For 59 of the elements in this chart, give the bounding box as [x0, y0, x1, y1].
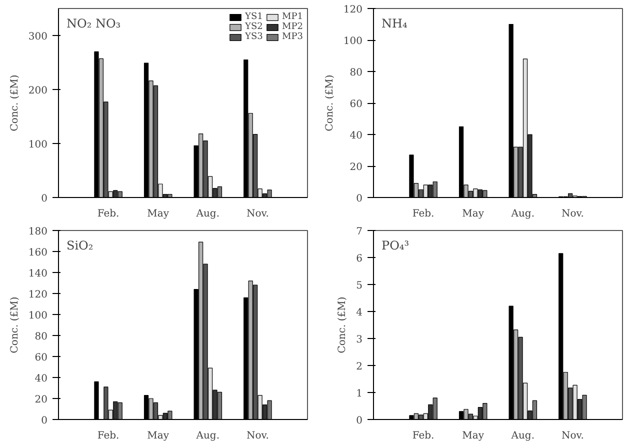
legend-label: YS1 — [245, 12, 264, 22]
y-tick-label: 80 — [34, 332, 48, 342]
y-tick-label: 0 — [356, 194, 363, 204]
legend-label: MP3 — [282, 32, 303, 42]
y-tick-label: 120 — [343, 4, 363, 16]
y-tick-label: 100 — [28, 140, 48, 150]
x-tick-label: Feb. — [412, 208, 434, 220]
x-tick-label: Nov. — [561, 208, 584, 220]
x-tick-label: May — [147, 208, 170, 220]
x-tick-label: May — [462, 208, 484, 220]
y-tick-label: 140 — [28, 268, 48, 280]
x-tick-label: May — [462, 430, 484, 442]
y-tick-label: 3 — [356, 334, 363, 346]
x-tick-label: Feb. — [97, 430, 120, 442]
legend-label: MP2 — [282, 22, 303, 32]
y-tick-label: 0 — [41, 194, 48, 204]
y-tick-label: 40 — [34, 374, 48, 384]
x-tick-label: Nov. — [246, 208, 269, 220]
y-tick-label: 4 — [356, 308, 363, 318]
x-tick-label: May — [147, 430, 170, 442]
y-tick-label: 300 — [28, 32, 48, 42]
x-tick-label: Nov. — [561, 430, 584, 442]
y-axis-title: Conc. (£M) — [337, 296, 348, 354]
x-tick-label: Aug. — [195, 430, 220, 442]
y-tick-label: 200 — [28, 86, 48, 96]
y-tick-label: 0 — [356, 416, 363, 426]
text: SiO₂ — [66, 238, 94, 252]
y-tick-label: 20 — [350, 162, 363, 173]
text: NO₂ NO₃ — [66, 16, 121, 30]
legend-label: YS2 — [245, 22, 264, 32]
y-axis-title: Conc. (£M) — [324, 74, 336, 132]
y-tick-label: 0 — [41, 416, 48, 426]
y-axis-title: Conc. (£M) — [9, 74, 20, 132]
legend-label: YS3 — [245, 32, 264, 42]
text: NH₄ — [382, 16, 408, 30]
y-tick-label: 5 — [356, 280, 363, 292]
text: PO₄³ — [382, 238, 410, 252]
legend-label: MP1 — [282, 12, 303, 22]
y-tick-label: 2 — [356, 362, 363, 372]
y-tick-label: 20 — [34, 394, 48, 406]
y-tick-label: 60 — [34, 352, 48, 364]
x-tick-label: Aug. — [195, 208, 220, 220]
y-tick-label: 180 — [28, 226, 48, 238]
y-tick-label: 100 — [28, 310, 48, 322]
y-tick-label: 120 — [28, 290, 48, 300]
y-tick-label: 1 — [356, 388, 363, 400]
y-axis-title: Conc. (£M) — [9, 296, 20, 354]
x-tick-label: Aug. — [510, 208, 535, 220]
x-tick-label: Aug. — [510, 430, 535, 442]
y-tick-label: 100 — [343, 36, 363, 47]
y-tick-label: 40 — [350, 130, 363, 142]
y-tick-label: 6 — [356, 254, 363, 264]
x-tick-label: Feb. — [412, 430, 434, 442]
x-tick-label: Nov. — [246, 430, 269, 442]
y-tick-label: 80 — [350, 68, 363, 78]
y-tick-label: 60 — [350, 99, 363, 110]
x-tick-label: Feb. — [97, 208, 120, 220]
y-tick-label: 160 — [28, 248, 48, 258]
y-tick-label: 7 — [356, 226, 363, 238]
